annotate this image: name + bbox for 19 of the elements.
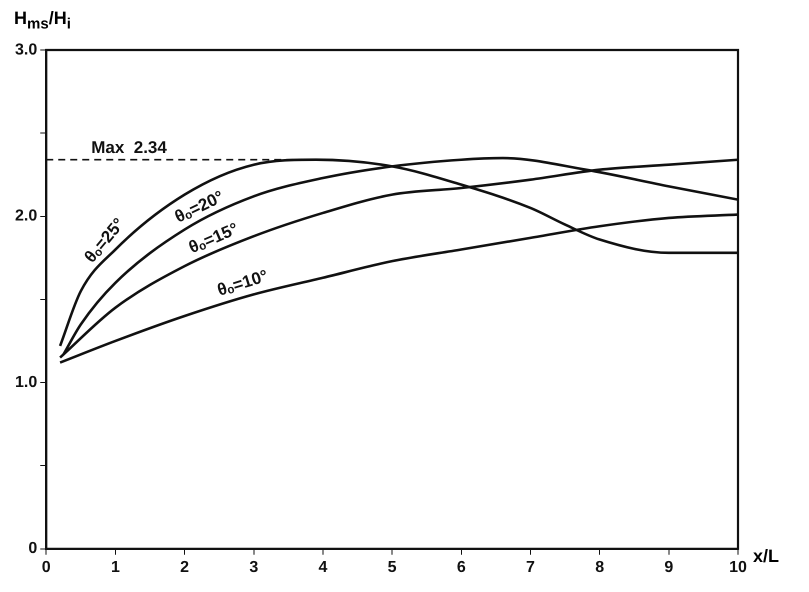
y-axis-title: H$_{ms}$/H$_{i}$ [14,8,71,33]
x-tick-label: 5 [388,558,397,576]
x-tick-label: 2 [180,558,190,576]
y-tick-label: 3.0 [14,41,38,58]
y-tick-label: 2.0 [14,208,38,225]
x-tick-label: 1 [110,558,120,576]
y-tick-label: 0 [28,540,38,558]
y-tick-label: 1.0 [14,374,38,391]
x-tick-label: 3 [249,558,258,576]
ref-line-label: Max 2.34 [91,138,168,157]
x-tick-label: 7 [526,558,536,576]
x-tick-label: 10 [729,558,747,576]
x-tick-label: 9 [664,558,674,576]
x-tick-label: 6 [456,558,466,576]
text: θₒ=10° [215,266,270,300]
x-tick-label: 8 [595,558,604,576]
x-tick-label: 0 [42,558,51,576]
x-axis-title: x/L [753,546,780,567]
x-tick-label: 4 [318,558,328,576]
